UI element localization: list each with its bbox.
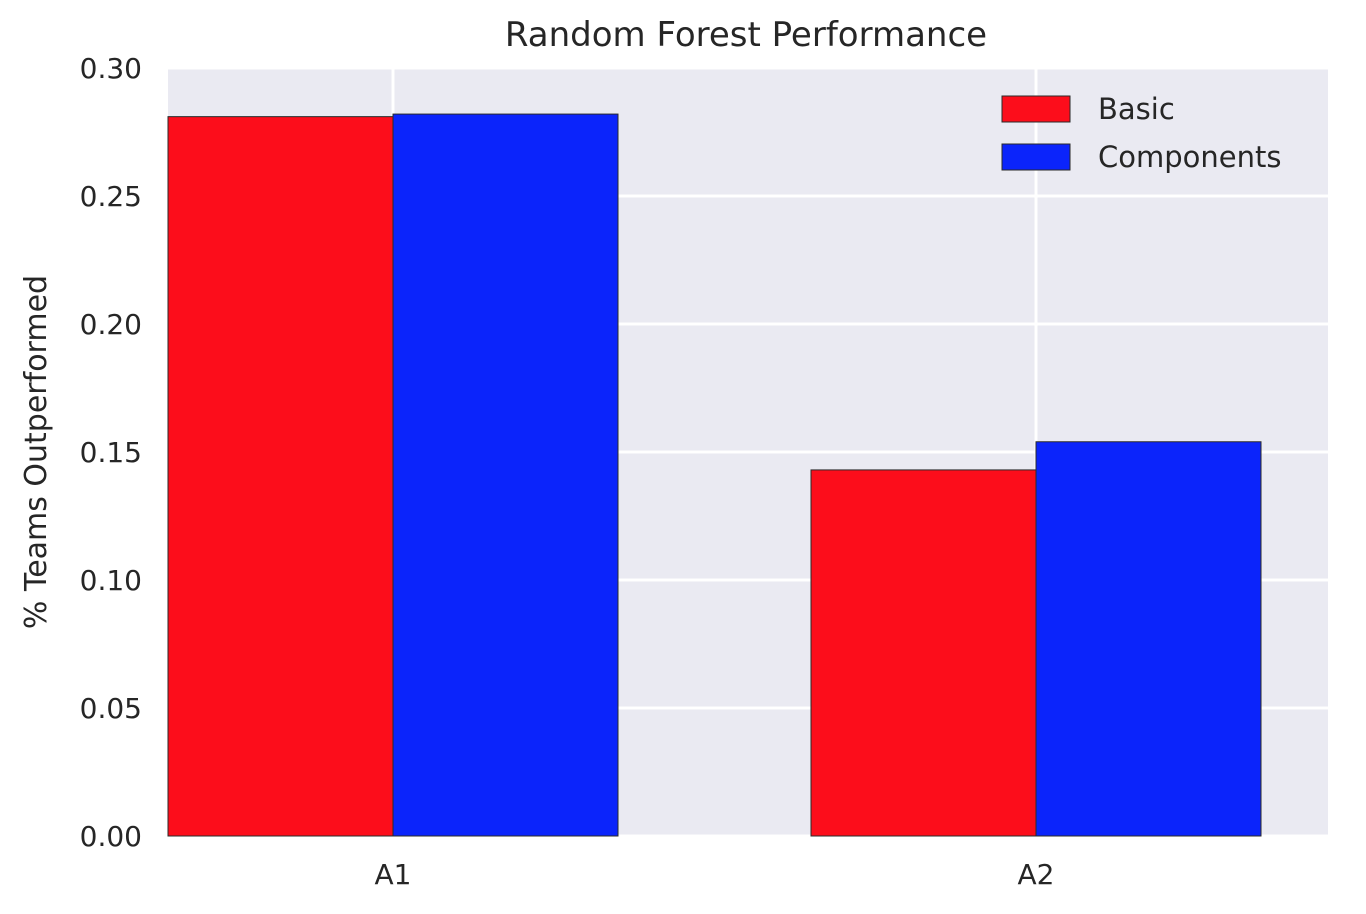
bar-components-a1: [392, 113, 619, 837]
bar-basic-a2: [810, 469, 1037, 837]
y-tick-label: 0.10: [80, 564, 142, 597]
y-tick-label: 0.30: [80, 52, 142, 85]
chart-title: Random Forest Performance: [505, 15, 987, 55]
x-tick-label: A1: [375, 858, 412, 891]
legend-label-components: Components: [1098, 140, 1281, 174]
y-axis-title: % Teams Outperformed: [19, 275, 54, 629]
x-tick-label: A2: [1018, 858, 1055, 891]
bar-basic-a1: [167, 116, 394, 837]
y-tick-labels: 0.00 0.05 0.10 0.15 0.20 0.25 0.30: [80, 52, 142, 853]
legend-swatch-basic: [1001, 95, 1071, 123]
x-tick-labels: A1 A2: [375, 858, 1055, 891]
legend: Basic Components: [1001, 92, 1281, 174]
bar-components-a2: [1035, 441, 1262, 837]
bars: [167, 113, 1262, 837]
y-tick-label: 0.05: [80, 692, 142, 725]
legend-label-basic: Basic: [1098, 92, 1175, 126]
y-tick-label: 0.25: [80, 180, 142, 213]
y-tick-label: 0.00: [80, 820, 142, 853]
y-tick-label: 0.20: [80, 308, 142, 341]
legend-swatch-components: [1001, 143, 1071, 171]
y-tick-label: 0.15: [80, 436, 142, 469]
